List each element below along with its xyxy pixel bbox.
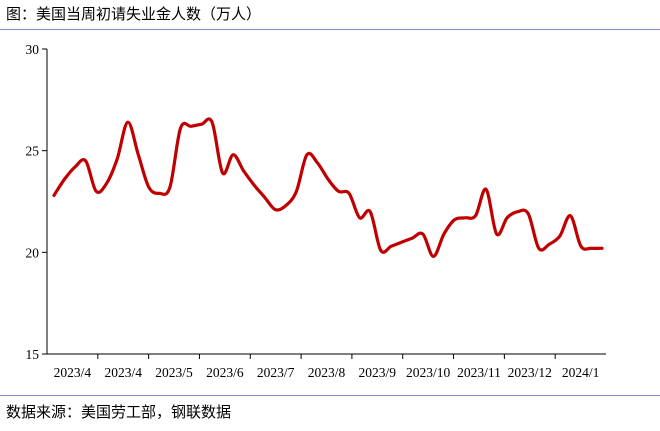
source-note: 数据来源：美国劳工部，钢联数据 (6, 403, 232, 421)
x-tick-label: 2023/7 (257, 365, 295, 380)
x-tick-label: 2023/5 (155, 365, 193, 380)
y-tick-label: 30 (26, 42, 40, 57)
x-tick-label: 2023/4 (104, 365, 142, 380)
y-axis: 15 20 25 30 (26, 42, 48, 362)
x-tick-label: 2023/12 (508, 365, 552, 380)
x-tick-label: 2023/8 (308, 365, 346, 380)
bottom-divider (0, 395, 660, 396)
y-tick-label: 25 (26, 144, 40, 159)
x-tick-label: 2023/11 (457, 365, 501, 380)
series-area (52, 117, 604, 258)
chart-title: 图：美国当周初请失业金人数（万人） (6, 5, 262, 23)
x-tick-label: 2023/9 (359, 365, 397, 380)
x-tick-label: 2023/4 (54, 365, 92, 380)
x-tick-label: 2024/1 (562, 365, 600, 380)
y-tick-label: 15 (26, 347, 40, 362)
series-line (52, 117, 604, 258)
x-axis: 2023/4 2023/4 2023/5 2023/6 2023/7 2023/8 2023… (47, 353, 606, 380)
x-tick-label: 2023/6 (206, 365, 244, 380)
top-divider (0, 29, 660, 30)
y-tick-label: 20 (26, 245, 40, 260)
x-tick-label: 2023/10 (406, 365, 451, 380)
